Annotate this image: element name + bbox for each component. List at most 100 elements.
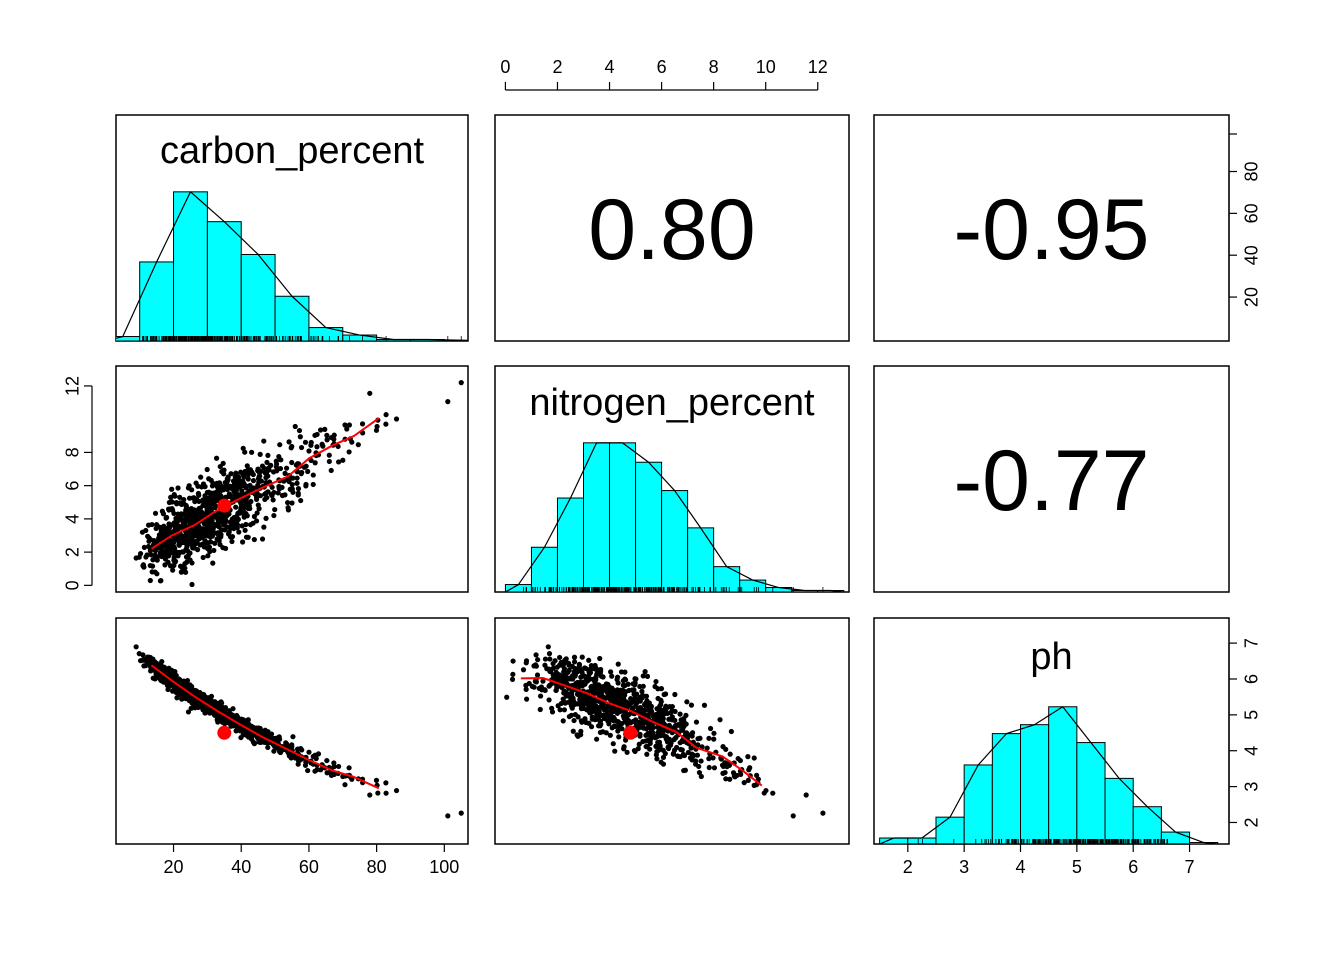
scatter-point (561, 707, 568, 713)
scatter-point (175, 485, 181, 491)
scatter-point (624, 720, 630, 726)
scatter-point (685, 749, 691, 756)
scatter-point (263, 475, 269, 481)
tick-label: 0 (62, 580, 82, 590)
scatter-point (626, 700, 632, 707)
scatter-point (234, 476, 241, 482)
scatter-point (165, 553, 172, 559)
scatter-point (149, 521, 155, 528)
scatter-point (643, 738, 649, 744)
scatter-point (317, 427, 324, 433)
scatter-point (217, 715, 223, 721)
scatter-point (319, 441, 325, 447)
scatter-point (145, 533, 151, 539)
scatter-point (230, 706, 236, 712)
scatter-point (277, 442, 283, 448)
scatter-point (265, 744, 271, 751)
scatter-point (177, 500, 183, 506)
scatter-point (243, 496, 249, 502)
scatter-point (595, 723, 602, 729)
scatter-point (275, 490, 281, 496)
scatter-point (210, 521, 217, 527)
tick-label: 60 (299, 857, 319, 877)
scatter-point (237, 510, 243, 516)
scatter-point (820, 810, 826, 816)
scatter-point (578, 732, 584, 738)
scatter-point (194, 700, 201, 707)
scatter-point (137, 551, 144, 557)
scatter-point (253, 518, 260, 524)
scatter-point (616, 734, 622, 740)
scatter-point (546, 697, 552, 703)
scatter-point (732, 774, 738, 780)
scatter-point (689, 733, 695, 739)
scatter-point (159, 508, 165, 514)
scatter-point (162, 556, 168, 562)
scatter-point (204, 466, 210, 473)
scatter-point (200, 497, 206, 503)
scatter-point (143, 554, 149, 560)
scatter-point (148, 668, 154, 674)
tick-label: 80 (1241, 161, 1261, 181)
scatter-point (310, 472, 316, 478)
scatter-point (198, 474, 204, 480)
scatter-point (326, 458, 332, 465)
scatter-point (761, 790, 767, 796)
scatter-point (186, 483, 192, 489)
scatter-point (264, 459, 270, 466)
scatter-point (287, 486, 293, 492)
scatter-point (205, 532, 212, 538)
scatter-point (166, 665, 172, 671)
tick-label: 2 (903, 857, 913, 877)
variable-name: carbon_percent (160, 130, 425, 172)
scatter-point (644, 743, 650, 750)
scatter-point (227, 519, 233, 525)
histogram-carbon_percent (116, 191, 468, 341)
scatter-point (653, 743, 659, 749)
scatter-point (642, 669, 648, 675)
scatter-point (560, 718, 566, 724)
tick-label: 10 (756, 57, 776, 77)
scatter-point (632, 676, 638, 682)
scatter-point (154, 571, 160, 577)
correlation-value: -0.95 (953, 182, 1149, 278)
scatter-point (185, 709, 192, 715)
scatter-point (170, 567, 176, 573)
scatter-point (553, 669, 559, 675)
tick-label: 0 (500, 57, 510, 77)
scatter-point (213, 503, 219, 509)
scatter-point (322, 426, 328, 432)
scatter-point (554, 673, 560, 679)
scatter-point (171, 557, 177, 563)
scatter-point (346, 449, 352, 455)
density-curve (505, 442, 844, 592)
scatter-point (222, 520, 228, 526)
scatter-point (620, 708, 627, 715)
scatter-point (277, 465, 284, 472)
scatter-point (298, 497, 304, 504)
scatter-point (147, 577, 153, 584)
scatter-point (271, 512, 277, 519)
scatter-point (445, 813, 451, 819)
scatter-point (181, 517, 188, 523)
scatter-carbon_percent-nitrogen_percent (133, 380, 464, 588)
rug-marks (523, 587, 824, 592)
scatter-point (251, 536, 257, 543)
scatter-point (383, 780, 389, 786)
scatter-point (250, 739, 257, 745)
scatter-point (340, 773, 346, 780)
histogram-bar (1076, 742, 1106, 844)
scatter-point (163, 531, 169, 537)
scatter-point (206, 507, 212, 513)
scatter-point (727, 751, 733, 757)
scatter-point (179, 696, 185, 702)
scatter-point (552, 658, 558, 664)
scatter-point (531, 684, 537, 690)
smooth-fit-line (520, 677, 763, 787)
tick-label: 3 (1241, 782, 1261, 792)
scatter-point (340, 457, 346, 463)
scatter-point (595, 669, 601, 675)
variable-name: ph (1030, 636, 1072, 678)
scatter-point (233, 715, 239, 721)
scatter-point (219, 468, 225, 475)
